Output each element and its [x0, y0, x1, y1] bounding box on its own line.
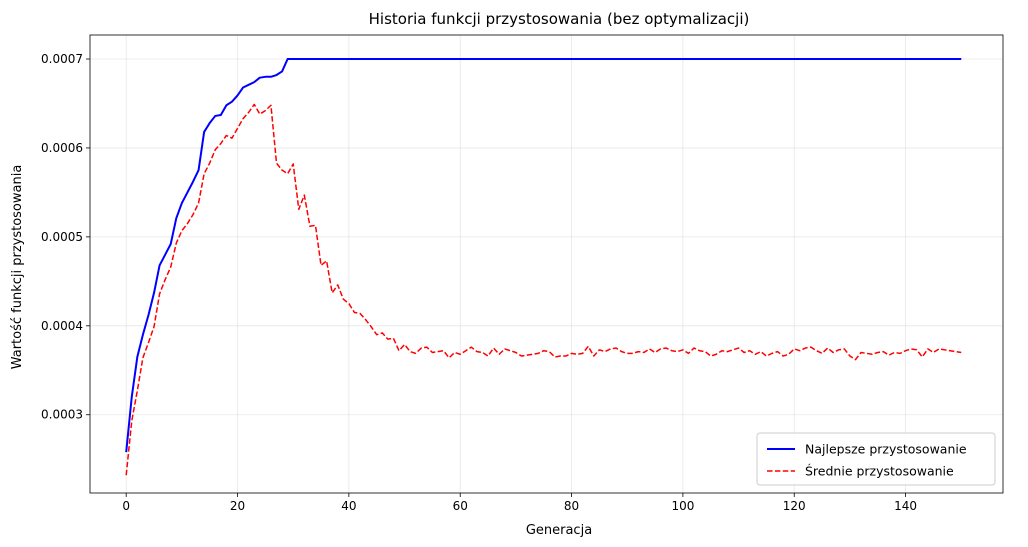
grid-lines — [90, 35, 1003, 493]
y-axis-label: Wartość funkcji przystosowania — [10, 165, 25, 370]
x-axis-ticks: 0 20 40 60 80 100 120 140 — [122, 493, 917, 513]
x-tick-label: 100 — [671, 499, 694, 513]
y-tick-label: 0.0007 — [41, 52, 83, 66]
x-tick-label: 120 — [783, 499, 806, 513]
x-tick-label: 60 — [453, 499, 468, 513]
y-tick-label: 0.0003 — [41, 408, 83, 422]
axes-frame — [89, 34, 1004, 494]
x-tick-label: 0 — [122, 499, 130, 513]
y-axis-ticks: 0.0003 0.0004 0.0005 0.0006 0.0007 — [41, 52, 90, 422]
legend: Najlepsze przystosowanie Średnie przystos… — [756, 432, 996, 486]
plot-area — [125, 58, 962, 476]
series-line-srednie — [125, 103, 962, 476]
legend-label: Średnie przystosowanie — [805, 464, 954, 479]
y-tick-label: 0.0005 — [41, 230, 83, 244]
chart-title: Historia funkcji przystosowania (bez opt… — [369, 10, 750, 28]
series-line-najlepsze — [125, 58, 962, 453]
legend-label: Najlepsze przystosowanie — [805, 442, 967, 457]
x-tick-label: 20 — [230, 499, 245, 513]
y-tick-label: 0.0006 — [41, 141, 83, 155]
x-axis-label: Generacja — [526, 523, 592, 538]
y-tick-label: 0.0004 — [41, 319, 83, 333]
x-tick-label: 80 — [564, 499, 579, 513]
legend-box — [756, 432, 996, 486]
x-tick-label: 40 — [341, 499, 356, 513]
x-tick-label: 140 — [894, 499, 917, 513]
